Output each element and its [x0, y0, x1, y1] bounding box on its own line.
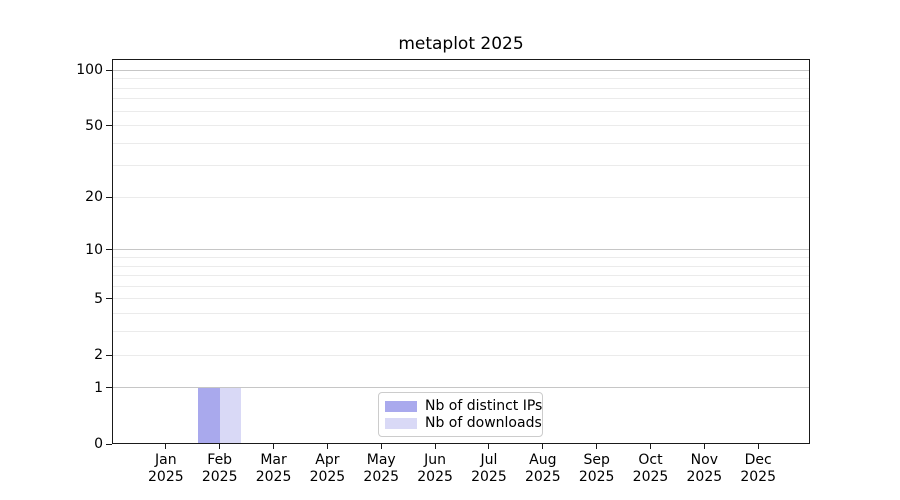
y-tick-label: 10	[85, 241, 103, 258]
x-tick	[542, 444, 544, 449]
x-tick	[165, 444, 167, 449]
x-tick-year: 2025	[201, 469, 238, 485]
y-minor-gridline	[112, 110, 810, 112]
y-minor-gridline	[112, 265, 810, 267]
legend-label-downloads: Nb of downloads	[425, 415, 542, 431]
x-tick-label: Jan 2025	[138, 452, 194, 486]
legend-item-distinct-ips: Nb of distinct IPs	[385, 398, 542, 414]
y-tick-label: 0	[94, 436, 103, 452]
x-tick-label: Feb 2025	[192, 452, 248, 486]
x-tick-label: Nov 2025	[676, 452, 732, 486]
x-tick-month: May	[366, 452, 396, 468]
y-major-gridline	[112, 69, 810, 71]
x-tick-month: Aug	[529, 452, 557, 468]
x-tick	[273, 444, 275, 449]
x-tick-month: Jun	[424, 452, 447, 468]
bar-distinct-ips	[198, 387, 220, 444]
x-tick-year: 2025	[417, 469, 453, 485]
x-tick-month: Mar	[260, 452, 287, 468]
x-tick-year: 2025	[471, 469, 507, 485]
y-minor-gridline	[112, 298, 810, 300]
x-tick-label: Sep 2025	[569, 452, 625, 486]
x-tick-year: 2025	[632, 469, 669, 485]
x-tick-month: Oct	[638, 452, 663, 468]
y-tick-label: 100	[76, 62, 103, 79]
x-tick-label: Aug 2025	[515, 452, 571, 486]
y-tick-label: 20	[85, 189, 103, 206]
x-tick-year: 2025	[686, 469, 723, 485]
y-minor-gridline	[112, 354, 810, 356]
x-tick	[219, 444, 221, 449]
x-tick-year: 2025	[309, 469, 346, 485]
chart-title: metaplot 2025	[398, 34, 524, 54]
y-minor-gridline	[112, 78, 810, 80]
y-minor-gridline	[112, 331, 810, 333]
y-tick	[106, 354, 112, 356]
x-tick-month: Jul	[480, 452, 498, 468]
legend-label-distinct-ips: Nb of distinct IPs	[425, 398, 543, 414]
legend-item-downloads: Nb of downloads	[385, 415, 542, 431]
x-tick-label: Apr 2025	[299, 452, 355, 486]
x-tick-year: 2025	[148, 469, 184, 485]
x-tick-label: Oct 2025	[623, 452, 679, 486]
legend: Nb of distinct IPs Nb of downloads	[378, 392, 543, 437]
x-tick-year: 2025	[578, 469, 615, 485]
y-minor-gridline	[112, 257, 810, 258]
x-tick-label: Jun 2025	[407, 452, 463, 486]
x-tick	[650, 444, 651, 449]
y-tick	[106, 443, 112, 445]
x-tick	[596, 444, 598, 449]
y-minor-gridline	[112, 275, 810, 277]
y-tick	[106, 125, 112, 127]
y-tick	[106, 387, 112, 389]
y-tick	[106, 196, 112, 198]
legend-swatch-distinct-ips-icon	[385, 400, 417, 412]
x-tick-year: 2025	[524, 469, 561, 485]
y-tick-label: 50	[85, 117, 103, 134]
x-tick	[703, 444, 705, 449]
x-tick-month: Sep	[583, 452, 610, 468]
y-tick	[106, 249, 112, 251]
legend-swatch-downloads-icon	[385, 417, 417, 429]
y-tick-label: 2	[94, 347, 103, 364]
x-tick	[326, 444, 328, 449]
y-minor-gridline	[112, 285, 810, 287]
bar-downloads	[219, 387, 242, 444]
y-major-gridline	[112, 249, 810, 251]
x-tick-label: Jul 2025	[461, 452, 517, 486]
y-minor-gridline	[112, 142, 810, 144]
x-tick-month: Nov	[690, 452, 718, 468]
x-tick	[757, 444, 759, 449]
x-tick-label: Dec 2025	[730, 452, 786, 486]
plot-area	[112, 59, 810, 444]
x-tick-month: Feb	[207, 452, 233, 468]
x-tick	[380, 444, 382, 449]
x-tick-year: 2025	[363, 469, 400, 485]
y-tick-label: 1	[94, 379, 103, 396]
x-tick-year: 2025	[255, 469, 292, 485]
y-tick	[106, 69, 112, 71]
x-tick-month: Apr	[315, 452, 340, 468]
y-minor-gridline	[112, 125, 810, 127]
x-tick-year: 2025	[740, 469, 776, 485]
y-minor-gridline	[112, 196, 810, 198]
y-minor-gridline	[112, 313, 810, 315]
x-tick	[488, 444, 490, 449]
y-minor-gridline	[112, 87, 810, 89]
x-tick	[434, 444, 436, 449]
y-tick-label: 5	[94, 290, 103, 307]
y-tick	[106, 298, 112, 300]
x-tick-month: Jan	[155, 452, 177, 468]
x-tick-label: Mar 2025	[246, 452, 302, 486]
y-minor-gridline	[112, 98, 810, 100]
x-tick-label: May 2025	[353, 452, 409, 486]
x-tick-month: Dec	[744, 452, 772, 468]
y-major-gridline	[112, 387, 810, 389]
y-minor-gridline	[112, 165, 810, 167]
